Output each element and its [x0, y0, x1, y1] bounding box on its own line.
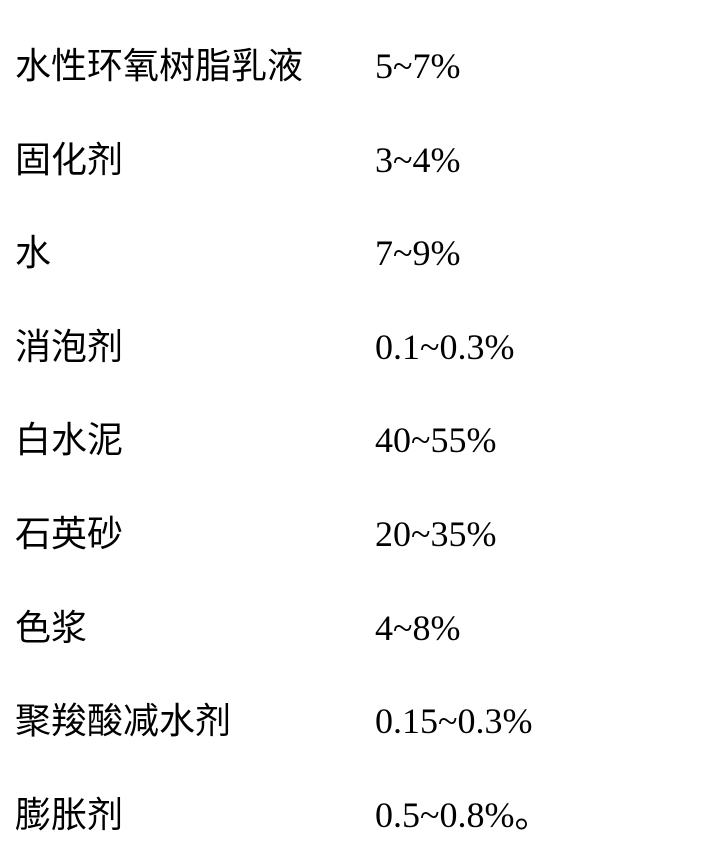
ingredient-value: 5~7% — [375, 20, 550, 114]
table-row: 水 7~9% — [15, 207, 550, 301]
ingredient-name: 色浆 — [15, 582, 375, 676]
ingredient-name: 白水泥 — [15, 394, 375, 488]
ingredient-name: 消泡剂 — [15, 301, 375, 395]
ingredient-value: 3~4% — [375, 114, 550, 208]
table-row: 色浆 4~8% — [15, 582, 550, 676]
ingredient-name: 石英砂 — [15, 488, 375, 582]
table-row: 固化剂 3~4% — [15, 114, 550, 208]
table-row: 膨胀剂 0.5~0.8%。 — [15, 769, 550, 862]
ingredient-name: 固化剂 — [15, 114, 375, 208]
ingredient-value: 0.15~0.3% — [375, 675, 550, 769]
ingredient-value: 40~55% — [375, 394, 550, 488]
ingredient-name: 水性环氧树脂乳液 — [15, 20, 375, 114]
ingredient-name: 聚羧酸减水剂 — [15, 675, 375, 769]
table-row: 水性环氧树脂乳液 5~7% — [15, 20, 550, 114]
ingredient-value: 0.5~0.8%。 — [375, 769, 550, 862]
table-row: 石英砂 20~35% — [15, 488, 550, 582]
ingredient-name: 膨胀剂 — [15, 769, 375, 862]
table-row: 白水泥 40~55% — [15, 394, 550, 488]
table-row: 消泡剂 0.1~0.3% — [15, 301, 550, 395]
ingredient-value: 0.1~0.3% — [375, 301, 550, 395]
table-row: 聚羧酸减水剂 0.15~0.3% — [15, 675, 550, 769]
ingredient-value: 7~9% — [375, 207, 550, 301]
ingredient-value: 4~8% — [375, 582, 550, 676]
composition-table: 水性环氧树脂乳液 5~7% 固化剂 3~4% 水 7~9% 消泡剂 0.1~0.… — [15, 20, 550, 862]
ingredient-name: 水 — [15, 207, 375, 301]
ingredient-value: 20~35% — [375, 488, 550, 582]
